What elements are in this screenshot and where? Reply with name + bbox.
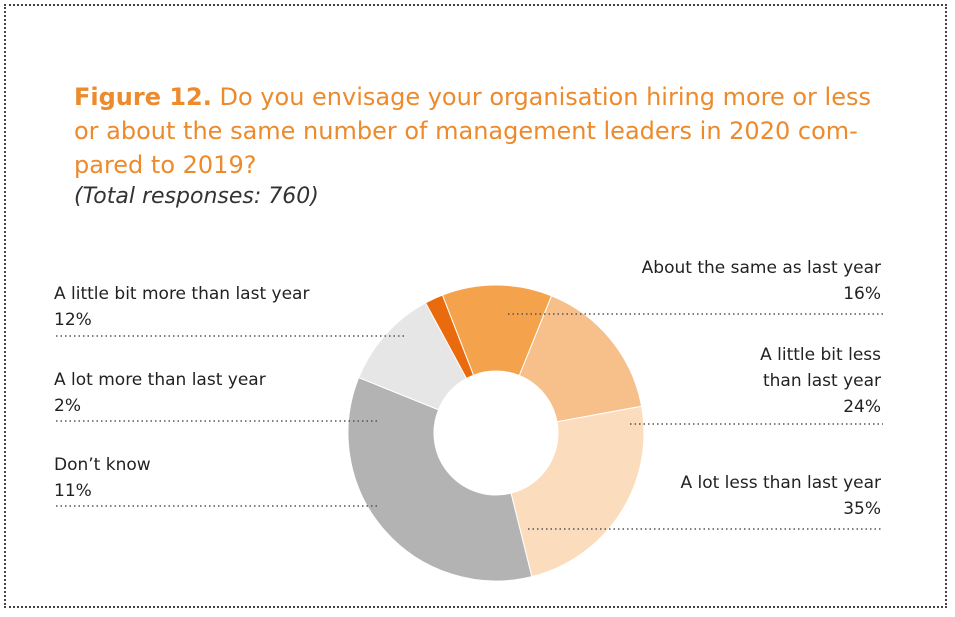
figure-title: Figure 12. Do you envisage your organisa… [74,80,874,182]
label-same: About the same as last year 16% [642,255,881,307]
donut-slice-a-little-bit-less-than-last-year [510,405,645,578]
label-more-lot: A lot more than last year 2% [54,367,266,419]
figure-number: Figure 12. [74,83,212,111]
label-more-little-pct: 12% [54,310,92,330]
label-more-lot-text: A lot more than last year [54,370,266,390]
donut-slices [347,284,645,582]
label-less-little-pct: 24% [843,397,881,417]
label-more-lot-pct: 2% [54,396,81,416]
leader-lines [56,313,883,530]
label-less-lot: A lot less than last year 35% [680,470,881,522]
label-less-lot-text: A lot less than last year [680,473,881,493]
donut-slice-a-little-bit-more-than-last-year [441,284,553,377]
label-dont-know: Don’t know 11% [54,452,151,504]
label-less-lot-pct: 35% [843,499,881,519]
label-less-little-text2: than last year [762,371,881,391]
label-dont-know-pct: 11% [54,481,92,501]
label-less-little: A little bit less than last year 24% [760,342,881,420]
label-more-little: A little bit more than last year 12% [54,281,309,333]
label-dont-know-text: Don’t know [54,455,151,475]
figure-subtitle: (Total responses: 760) [74,184,319,209]
figure-question: Do you envisage your organisation hiring… [74,83,871,179]
label-more-little-text: A little bit more than last year [54,284,310,304]
figure-frame [4,4,947,608]
label-less-little-text1: A little bit less [760,345,881,365]
label-same-text: About the same as last year [641,258,881,278]
donut-slice-a-lot-less-than-last-year [347,376,533,582]
label-same-pct: 16% [843,284,881,304]
donut-slice-about-the-same-as-last-year [518,295,643,423]
